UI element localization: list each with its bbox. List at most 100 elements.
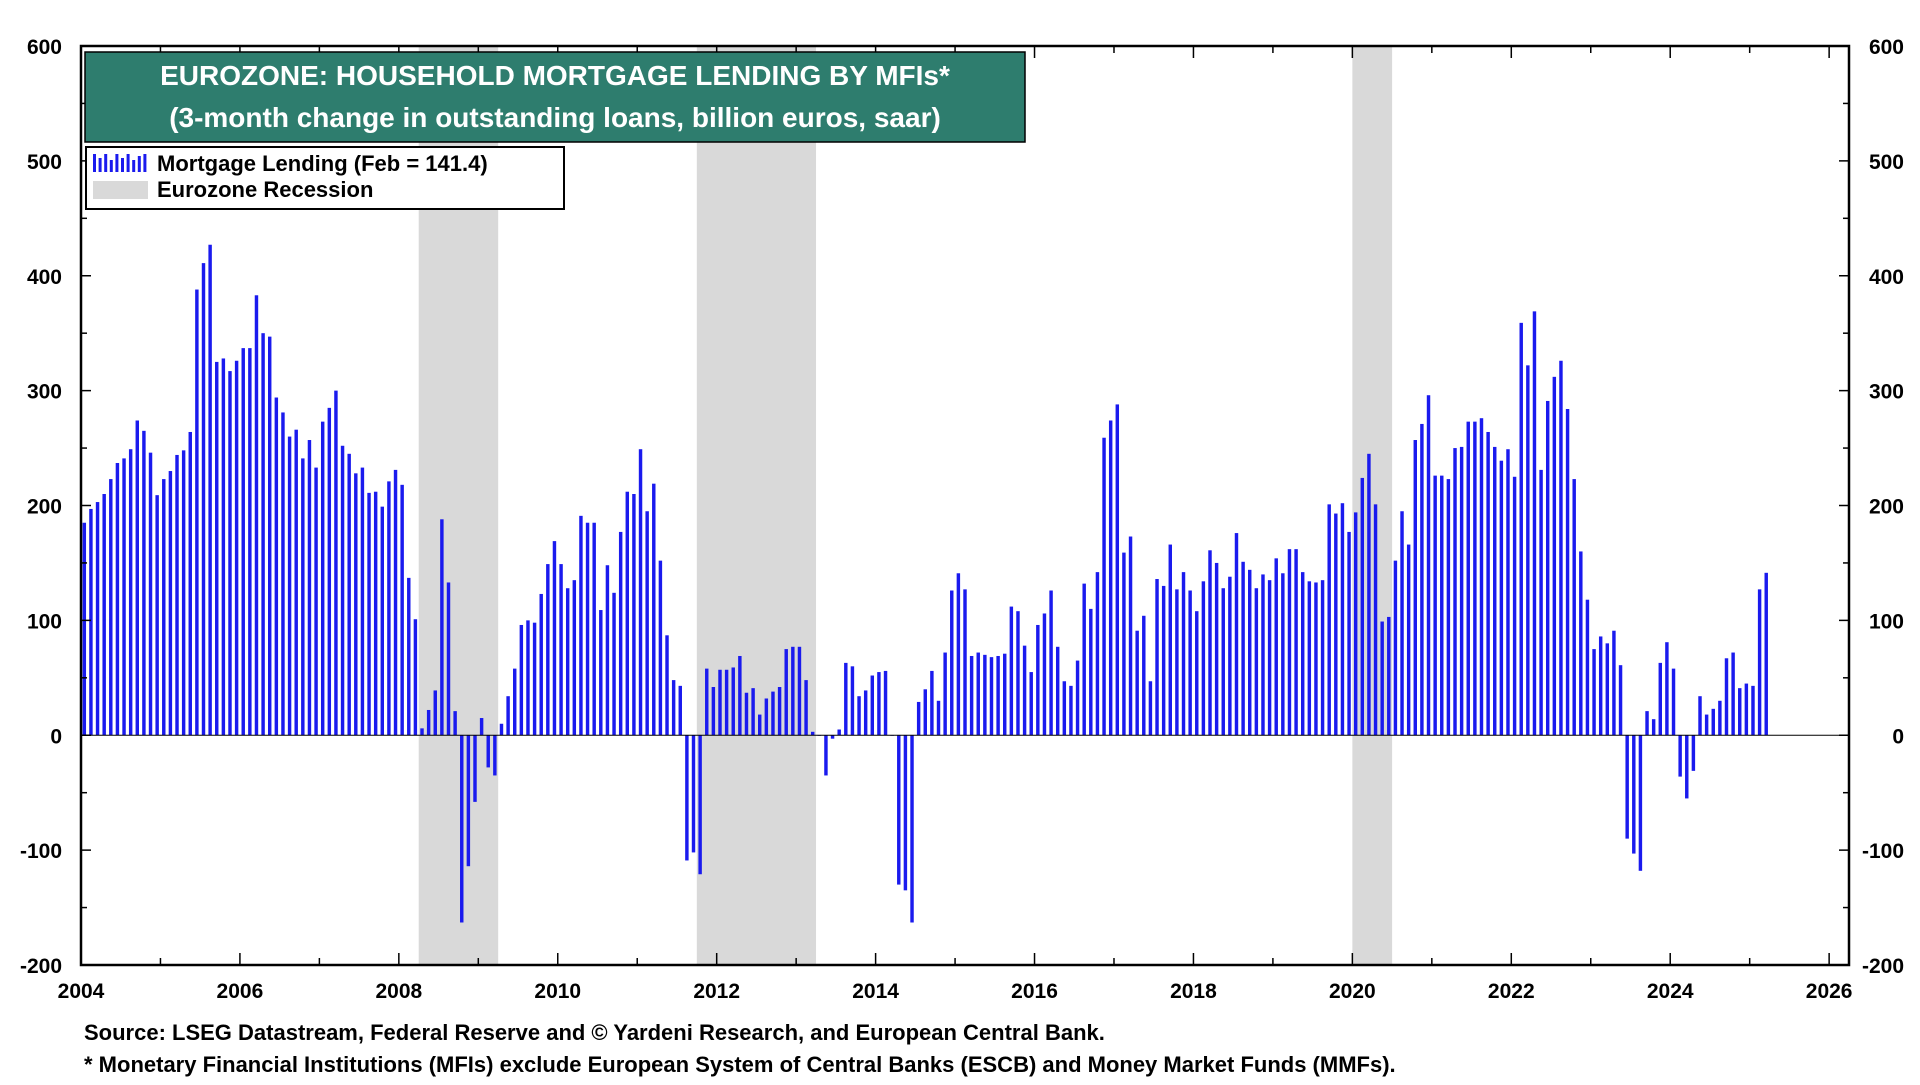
bar <box>532 622 537 736</box>
bar <box>102 494 106 736</box>
x-tick-label: 2006 <box>217 980 264 1003</box>
bar <box>1234 533 1239 736</box>
bar <box>1406 544 1411 736</box>
bar <box>1579 551 1583 736</box>
bar <box>314 467 318 736</box>
bar <box>446 582 451 736</box>
legend-mini-bar <box>132 160 136 172</box>
bar <box>228 371 232 736</box>
y-tick-label: 400 <box>27 266 62 289</box>
bar <box>1592 649 1596 736</box>
bar <box>261 333 265 736</box>
bar <box>1539 469 1543 736</box>
bar <box>1612 630 1616 736</box>
recession-band <box>1352 46 1393 965</box>
bar <box>453 711 457 736</box>
legend-swatch-recession <box>93 181 148 199</box>
bar <box>877 672 881 736</box>
bar <box>1102 437 1106 736</box>
bar <box>413 619 418 736</box>
bar <box>559 564 563 736</box>
y-tick-label: 100 <box>27 610 62 633</box>
bar <box>400 484 404 736</box>
bar <box>910 735 914 923</box>
bar <box>969 655 974 736</box>
x-tick-label: 2004 <box>58 980 105 1003</box>
bar <box>1711 708 1715 736</box>
bar <box>1678 735 1682 777</box>
bar <box>989 657 994 736</box>
bar <box>625 491 630 736</box>
bar <box>758 714 762 736</box>
bar <box>1572 479 1576 736</box>
bar <box>983 654 987 736</box>
bar <box>1718 700 1722 736</box>
bar <box>1181 572 1186 736</box>
bar <box>1367 453 1371 736</box>
bar <box>1029 672 1033 736</box>
bar <box>1638 735 1643 871</box>
bar <box>433 690 437 736</box>
title-box: EUROZONE: HOUSEHOLD MORTGAGE LENDING BY … <box>84 51 1026 143</box>
bar <box>440 519 444 736</box>
bar <box>1625 735 1629 839</box>
bar <box>142 430 146 736</box>
y-axis-left-labels: -200 -100 0 100 200 300 400 500 600 <box>20 36 62 978</box>
bar <box>460 735 464 923</box>
bar <box>1559 360 1563 736</box>
legend-mini-bar <box>126 154 130 172</box>
bar <box>738 655 742 736</box>
bar <box>1049 590 1053 736</box>
bar <box>1003 653 1007 736</box>
bar <box>340 445 345 736</box>
bar <box>857 696 861 736</box>
bar <box>526 620 530 736</box>
bar <box>718 669 722 736</box>
legend-mini-bar <box>104 154 108 172</box>
bar <box>506 696 510 736</box>
bar <box>711 687 716 736</box>
bar <box>347 453 351 736</box>
bar <box>870 675 875 736</box>
bar <box>513 668 517 736</box>
y-tick-label: 100 <box>1869 610 1904 633</box>
bar <box>1645 711 1649 736</box>
bar <box>1307 581 1312 736</box>
x-tick-label: 2026 <box>1806 980 1853 1003</box>
bar <box>367 492 371 736</box>
bar <box>201 263 206 736</box>
bar <box>777 687 782 736</box>
bar <box>1459 446 1464 736</box>
y-tick-label: 200 <box>27 496 62 519</box>
bar <box>1075 660 1080 736</box>
bar <box>1300 572 1305 736</box>
bar <box>486 735 490 768</box>
y-tick-label: 200 <box>1869 496 1904 519</box>
bar <box>148 452 153 736</box>
bar <box>791 646 795 736</box>
bar <box>1545 400 1550 736</box>
bar <box>162 479 166 736</box>
bar <box>1731 652 1735 736</box>
bar <box>1055 646 1060 736</box>
bar <box>1704 714 1709 736</box>
axis-ticks <box>80 45 1849 966</box>
bar <box>744 692 749 736</box>
bar <box>565 588 570 736</box>
bar <box>221 358 226 736</box>
bar <box>963 589 967 736</box>
bar <box>830 735 835 739</box>
legend-swatch-mortgage-lending <box>93 154 147 172</box>
bar <box>1632 735 1636 854</box>
bar <box>698 735 702 875</box>
bar <box>1334 513 1338 736</box>
bar <box>1267 580 1272 736</box>
legend-mini-bar <box>137 156 141 172</box>
legend: Mortgage Lending (Feb = 141.4) Eurozone … <box>85 146 565 210</box>
mortgage-lending-bars <box>82 244 1768 923</box>
bar <box>1744 683 1749 736</box>
bar <box>1764 572 1768 736</box>
y-tick-label: 300 <box>27 381 62 404</box>
bar <box>1347 531 1351 736</box>
legend-mini-bar <box>98 158 102 172</box>
